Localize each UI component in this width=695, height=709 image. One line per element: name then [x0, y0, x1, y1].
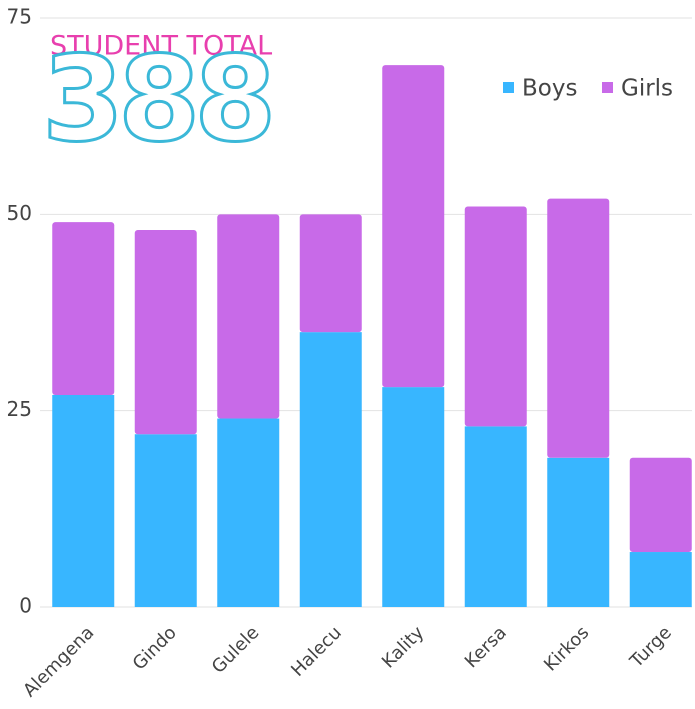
y-tick-label: 0 — [19, 594, 32, 618]
legend-swatch — [602, 82, 613, 93]
x-tick-label: Halecu — [287, 622, 346, 681]
bar-segment — [217, 418, 280, 607]
legend-label: Girls — [621, 76, 673, 102]
bar-segment — [52, 394, 115, 607]
y-tick-label: 25 — [7, 397, 32, 421]
legend-swatch — [503, 82, 514, 93]
x-tick-label: Kersa — [461, 622, 511, 672]
x-tick-label: Kality — [378, 622, 429, 673]
bar-segment — [629, 552, 692, 607]
bar-segment — [382, 65, 445, 388]
bar-segment — [299, 332, 362, 607]
bar-segment — [52, 222, 115, 395]
chart-title: STUDENT TOTAL — [50, 31, 272, 62]
bar-segment — [464, 426, 527, 607]
legend-label: Boys — [522, 76, 577, 102]
plot: 0 25 50 75 Alemgena Gindo Gulele Halecu Kality Ke… — [7, 5, 692, 701]
total-annotation: 388 — [42, 30, 270, 168]
bar-segment — [629, 457, 692, 553]
x-tick-label: Alemgena — [19, 622, 98, 701]
bar-segment — [464, 206, 527, 427]
x-tick-label: Kirkos — [540, 622, 593, 675]
bar-segment — [134, 434, 197, 607]
bar-segment — [382, 387, 445, 607]
y-tick-label: 50 — [7, 201, 32, 225]
bar-segment — [547, 457, 610, 607]
y-tick-label: 75 — [7, 5, 32, 29]
x-tick-label: Gindo — [129, 622, 181, 674]
bar-segment — [299, 214, 362, 333]
x-tick-label: Turge — [625, 622, 675, 672]
bar-segment — [547, 198, 610, 458]
bar-segment — [217, 214, 280, 419]
x-tick-label: Gulele — [208, 622, 264, 678]
bar-segment — [134, 230, 197, 435]
